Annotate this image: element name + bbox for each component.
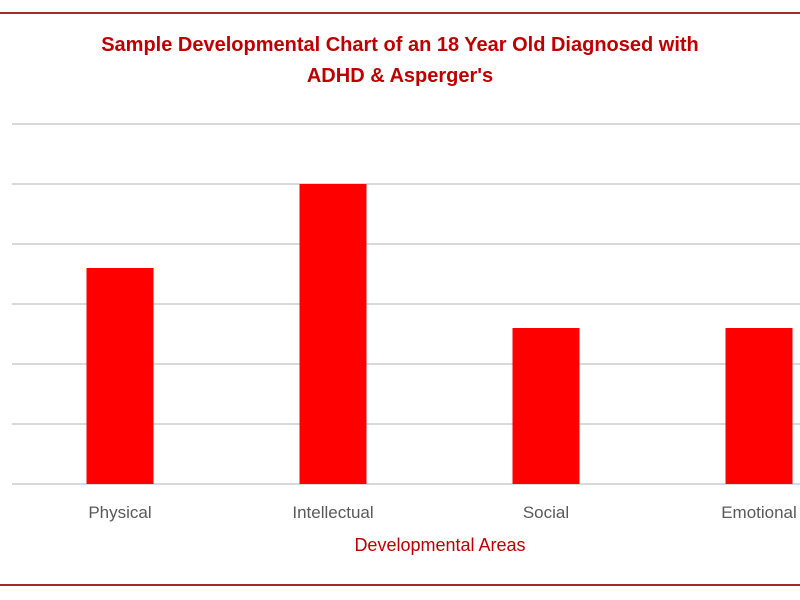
chart-title-line-1: Sample Developmental Chart of an 18 Year… — [101, 34, 699, 56]
x-tick-label: Emotional — [721, 503, 797, 522]
chart-title: Sample Developmental Chart of an 18 Year… — [0, 30, 800, 92]
x-tick-label: Intellectual — [292, 503, 373, 522]
chart-frame-bottom — [0, 584, 800, 586]
chart-title-line-2: ADHD & Asperger's — [306, 65, 494, 87]
x-tick-label: Physical — [88, 503, 151, 522]
bar — [299, 184, 367, 484]
bar — [725, 328, 793, 484]
x-tick-label: Social — [523, 503, 569, 522]
bar — [86, 268, 154, 484]
x-axis-title: Developmental Areas — [354, 535, 525, 555]
bar — [512, 328, 580, 484]
chart-frame-top — [0, 12, 800, 14]
